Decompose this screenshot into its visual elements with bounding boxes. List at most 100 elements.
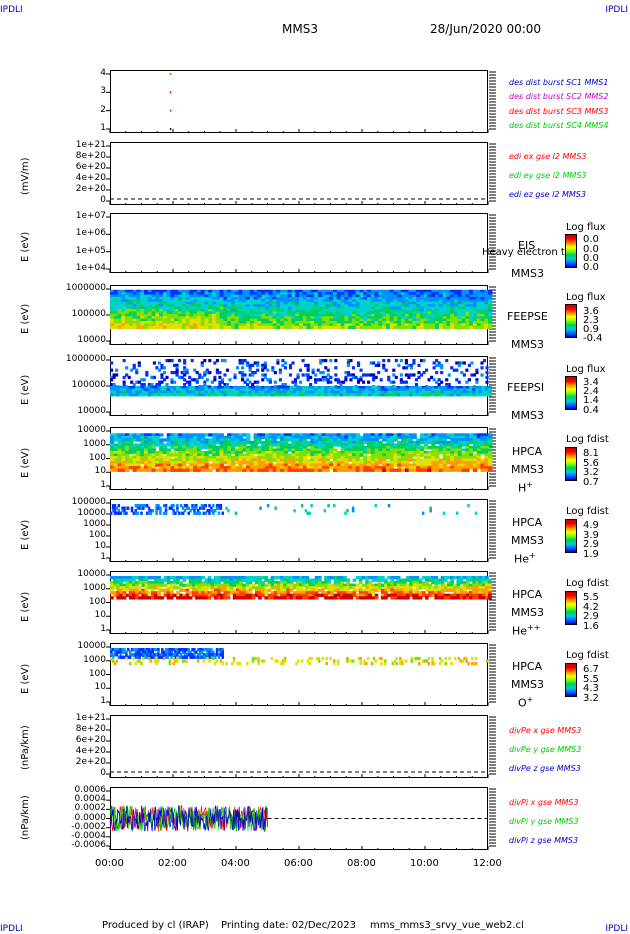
spectrogram-cell xyxy=(340,309,345,313)
spectrogram-cell xyxy=(425,393,429,397)
spectrogram-cell xyxy=(251,371,255,375)
spectrogram-cell xyxy=(431,304,436,308)
spectrogram-cell xyxy=(257,297,262,301)
spectrogram-cell xyxy=(195,578,199,582)
spectrogram-cell xyxy=(354,375,358,379)
spectrogram-cell xyxy=(344,297,349,301)
spectrogram-cell xyxy=(374,468,379,472)
spectrogram-cell xyxy=(488,458,493,462)
spectrogram-cell xyxy=(437,386,442,390)
spectrogram-cell xyxy=(182,593,187,598)
spectrogram-cell xyxy=(310,313,315,317)
spectrogram-cell xyxy=(185,445,190,450)
spectrogram-cell xyxy=(215,438,221,442)
spectrogram-cell xyxy=(329,453,334,457)
spectrogram-cell xyxy=(110,445,115,450)
spectrogram-cell xyxy=(344,313,349,317)
spectrogram-cell xyxy=(183,359,187,363)
spectrogram-cell xyxy=(340,463,345,467)
spectrogram-cell xyxy=(246,361,250,365)
spectrogram-cell xyxy=(188,390,193,394)
spectrogram-cell xyxy=(314,445,319,450)
spectrogram-cell xyxy=(132,321,138,325)
spectrogram-cell xyxy=(446,289,451,293)
spectrogram-cell xyxy=(181,448,187,452)
spectrogram-cell xyxy=(333,294,338,298)
spectrogram-cell xyxy=(207,583,212,587)
spectrogram-cell xyxy=(208,433,213,437)
spectrogram-cell xyxy=(351,297,357,301)
spectrogram-cell xyxy=(465,461,470,465)
spectrogram-cell xyxy=(419,309,425,313)
spectrogram-cell xyxy=(215,311,221,315)
spectrogram-cell xyxy=(234,511,238,515)
spectrogram-cell xyxy=(456,386,461,390)
spectrogram-cell xyxy=(132,511,136,515)
spectrogram-cell xyxy=(302,445,308,450)
spectrogram-cell xyxy=(200,289,206,293)
spectrogram-cell xyxy=(469,438,474,442)
spectrogram-cell xyxy=(299,299,304,303)
spectrogram-cell xyxy=(325,318,330,322)
spectrogram-cell xyxy=(287,435,293,440)
spectrogram-cell xyxy=(181,440,187,445)
spectrogram-cell xyxy=(305,388,310,392)
spectrogram-cell xyxy=(219,299,224,303)
spectrogram-cell xyxy=(472,304,478,308)
spectrogram-cell xyxy=(227,453,232,457)
spectrogram-cell xyxy=(336,311,342,315)
spectrogram-cell xyxy=(132,578,136,582)
spectrogram-cell xyxy=(132,316,138,320)
spectrogram-cell xyxy=(404,297,410,301)
spectrogram-cell xyxy=(191,588,196,592)
spectrogram-cell xyxy=(110,588,114,592)
spectrogram-cell xyxy=(113,386,117,390)
spectrogram-cell xyxy=(174,297,179,301)
spectrogram-cell xyxy=(219,504,223,508)
spectrogram-cell xyxy=(203,373,207,377)
spectrogram-cell xyxy=(178,311,183,315)
spectrogram-cell xyxy=(344,301,349,305)
spectrogram-cell xyxy=(204,316,209,320)
spectrogram-cell xyxy=(372,373,376,377)
spectrogram-cell xyxy=(370,461,376,465)
spectrogram-cell xyxy=(363,325,368,329)
spectrogram-cell xyxy=(162,316,168,320)
spectrogram-cell xyxy=(272,299,277,303)
spectrogram-cell xyxy=(453,311,459,315)
spectrogram-cell xyxy=(219,318,224,322)
spectrogram-cell xyxy=(344,511,347,515)
spectrogram-cell xyxy=(299,386,303,390)
spectrogram-cell xyxy=(272,466,277,470)
spectrogram-cell xyxy=(393,289,398,293)
spectrogram-cell xyxy=(257,433,262,437)
spectrogram-cell xyxy=(280,311,285,315)
spectrogram-cell xyxy=(393,448,398,452)
spectrogram-cell xyxy=(249,309,255,313)
spectrogram-cell xyxy=(230,301,236,305)
spectrogram-cell xyxy=(217,511,221,515)
spectrogram-cell xyxy=(185,380,189,384)
spectrogram-cell xyxy=(204,321,209,325)
spectrogram-cell xyxy=(385,433,391,437)
spectrogram-cell xyxy=(317,435,323,440)
spectrogram-cell xyxy=(193,448,198,452)
spectrogram-cell xyxy=(201,576,206,580)
spectrogram-cell xyxy=(461,316,466,320)
spectrogram-cell xyxy=(264,468,270,472)
spectrogram-cell xyxy=(249,463,255,467)
spectrogram-cell xyxy=(242,455,247,460)
spectrogram-cell xyxy=(246,325,251,329)
spectrogram-cell xyxy=(170,299,175,303)
spectrogram-cell xyxy=(385,325,391,329)
spectrogram-cell xyxy=(256,380,260,384)
spectrogram-cell xyxy=(125,586,130,590)
spectrogram-cell xyxy=(234,450,240,455)
spectrogram-cell xyxy=(204,318,209,322)
spectrogram-cell xyxy=(419,435,425,440)
spectrogram-cell xyxy=(212,440,217,445)
spectrogram-cell xyxy=(195,378,199,382)
spectrogram-cell xyxy=(117,301,122,305)
spectrogram-cell xyxy=(140,309,145,313)
spectrogram-cell xyxy=(219,433,224,437)
